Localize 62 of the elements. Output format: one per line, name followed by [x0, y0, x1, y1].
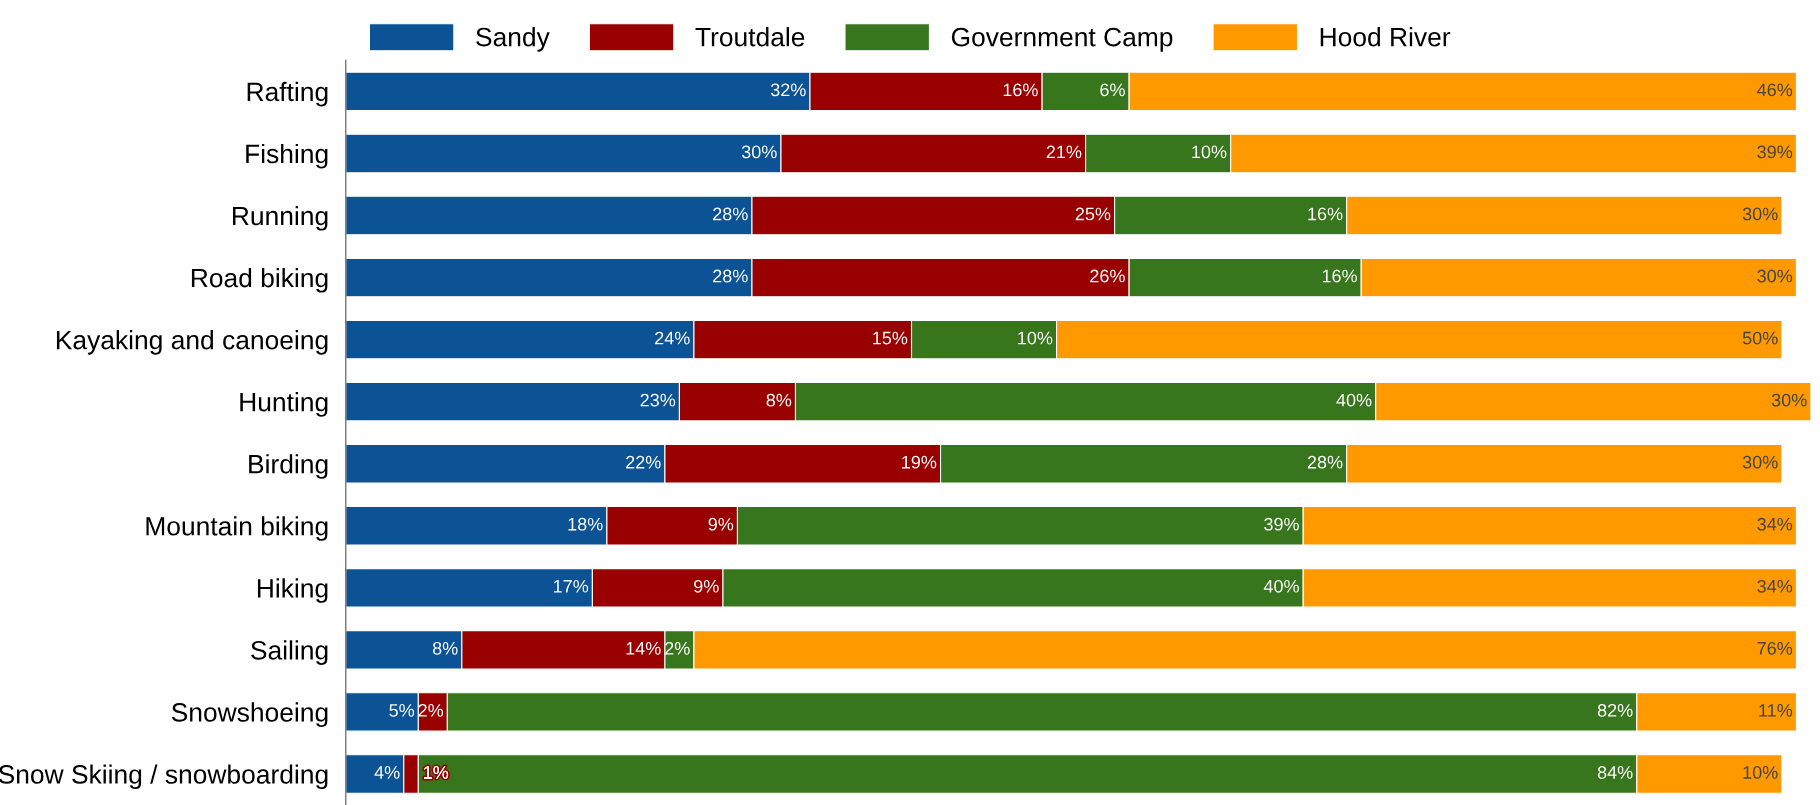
data-label: 28% — [713, 207, 748, 221]
data-label: 14% — [626, 642, 661, 655]
data-label: 16% — [1322, 269, 1357, 283]
y-tick-label: Sailing — [251, 640, 328, 665]
data-label: 23% — [640, 393, 676, 407]
data-label: 39% — [1757, 145, 1793, 159]
legend-label: Troutdale — [695, 27, 805, 47]
y-tick-label: Running — [233, 205, 328, 231]
data-label: 25% — [1075, 207, 1111, 221]
data-label: 10% — [1743, 766, 1778, 779]
data-label: 4% — [374, 766, 400, 779]
y-tick-label: Fishing — [246, 143, 328, 169]
data-label: 34% — [1757, 517, 1793, 531]
data-label: 2% — [665, 641, 690, 655]
data-label: 28% — [713, 269, 748, 283]
y-tick-label: Hunting — [240, 392, 328, 417]
data-label: 28% — [1307, 455, 1343, 469]
data-label: 19% — [902, 455, 937, 469]
data-label: 30% — [1757, 269, 1793, 283]
y-tick-label: Snowshoeing — [171, 702, 328, 727]
data-label: 6% — [1100, 83, 1125, 97]
data-label: 21% — [1046, 145, 1082, 159]
y-tick-label: Kayaking and canoeing — [56, 330, 328, 355]
data-label: 10% — [1192, 145, 1227, 159]
data-label: 18% — [568, 517, 603, 531]
data-label: 11% — [1759, 704, 1793, 717]
data-label: 15% — [873, 331, 908, 345]
y-tick-label: Rafting — [247, 81, 328, 107]
data-label: 30% — [1742, 455, 1778, 469]
legend-label: Sandy — [476, 27, 550, 52]
y-tick-label: Road biking — [191, 268, 328, 293]
y-tick-label: Mountain biking — [146, 516, 328, 541]
data-label: 22% — [626, 455, 661, 469]
data-label: 1% — [424, 766, 449, 779]
data-label: 17% — [554, 579, 589, 593]
data-label: 32% — [770, 83, 806, 97]
data-label: 76% — [1757, 641, 1793, 655]
legend-label: Government Camp — [951, 27, 1173, 52]
data-label: 9% — [694, 579, 719, 593]
data-label: 24% — [655, 331, 690, 345]
data-label: 82% — [1597, 703, 1633, 717]
data-label: 5% — [389, 704, 415, 717]
data-label: 9% — [708, 517, 734, 531]
y-tick-label: Birding — [249, 454, 328, 479]
data-label: 39% — [1264, 517, 1299, 531]
data-label: 40% — [1336, 393, 1372, 407]
y-tick-label: Hiking — [257, 578, 328, 603]
data-label: 50% — [1742, 331, 1778, 345]
legend-label: Hood River — [1320, 27, 1451, 47]
data-label: 84% — [1597, 766, 1633, 779]
data-label: 40% — [1263, 579, 1299, 593]
data-label: 34% — [1757, 579, 1793, 593]
data-label: 8% — [432, 641, 458, 655]
data-label: 26% — [1090, 269, 1125, 283]
data-label: 16% — [1308, 207, 1343, 221]
data-label: 8% — [766, 393, 792, 407]
data-label: 30% — [1771, 393, 1807, 407]
data-label: 30% — [741, 145, 777, 159]
data-label: 10% — [1018, 331, 1053, 345]
data-label: 16% — [1003, 83, 1038, 97]
data-label: 46% — [1757, 83, 1793, 97]
data-label: 30% — [1742, 207, 1778, 221]
